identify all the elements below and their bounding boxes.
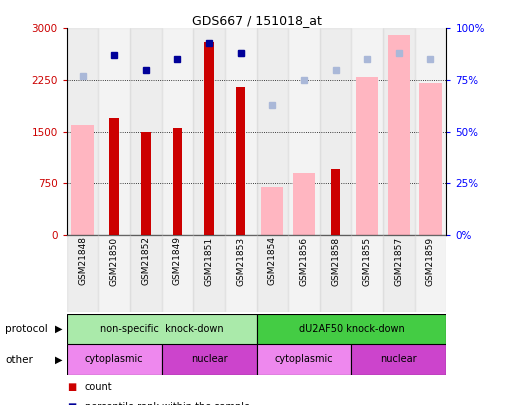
Text: nuclear: nuclear bbox=[191, 354, 227, 364]
Bar bbox=[67, 28, 98, 235]
Text: GSM21856: GSM21856 bbox=[300, 237, 308, 286]
Bar bbox=[293, 173, 315, 235]
Bar bbox=[261, 187, 283, 235]
Bar bbox=[320, 235, 351, 312]
Bar bbox=[256, 314, 446, 344]
Bar bbox=[288, 235, 320, 312]
Bar bbox=[388, 35, 410, 235]
Text: GSM21854: GSM21854 bbox=[268, 237, 277, 286]
Text: non-specific  knock-down: non-specific knock-down bbox=[100, 324, 223, 334]
Text: percentile rank within the sample: percentile rank within the sample bbox=[85, 402, 250, 405]
Bar bbox=[351, 28, 383, 235]
Text: GSM21851: GSM21851 bbox=[205, 237, 213, 286]
Bar bbox=[320, 28, 351, 235]
Bar bbox=[383, 28, 415, 235]
Bar bbox=[288, 28, 320, 235]
Text: GSM21859: GSM21859 bbox=[426, 237, 435, 286]
Text: GSM21858: GSM21858 bbox=[331, 237, 340, 286]
Bar bbox=[415, 235, 446, 312]
Text: cytoplasmic: cytoplasmic bbox=[274, 354, 333, 364]
Text: count: count bbox=[85, 382, 112, 392]
Bar bbox=[331, 169, 340, 235]
Text: ▶: ▶ bbox=[55, 324, 63, 334]
Bar bbox=[162, 28, 193, 235]
Bar bbox=[383, 235, 415, 312]
Bar bbox=[256, 344, 351, 375]
Bar bbox=[351, 235, 383, 312]
Text: dU2AF50 knock-down: dU2AF50 knock-down bbox=[299, 324, 404, 334]
Bar bbox=[67, 235, 98, 312]
Bar bbox=[225, 235, 256, 312]
Bar bbox=[415, 28, 446, 235]
Bar bbox=[130, 28, 162, 235]
Bar bbox=[236, 87, 245, 235]
Bar bbox=[98, 28, 130, 235]
Bar bbox=[193, 28, 225, 235]
Bar bbox=[98, 235, 130, 312]
Text: nuclear: nuclear bbox=[381, 354, 417, 364]
Bar bbox=[109, 118, 119, 235]
Bar bbox=[356, 77, 378, 235]
Bar bbox=[173, 128, 182, 235]
Bar bbox=[193, 235, 225, 312]
Bar bbox=[420, 83, 442, 235]
Bar bbox=[204, 42, 214, 235]
Bar bbox=[162, 235, 193, 312]
Bar bbox=[67, 344, 162, 375]
Text: ■: ■ bbox=[67, 402, 76, 405]
Title: GDS667 / 151018_at: GDS667 / 151018_at bbox=[191, 14, 322, 27]
Bar bbox=[225, 28, 256, 235]
Bar bbox=[130, 235, 162, 312]
Text: GSM21857: GSM21857 bbox=[394, 237, 403, 286]
Text: cytoplasmic: cytoplasmic bbox=[85, 354, 144, 364]
Bar bbox=[162, 344, 256, 375]
Bar bbox=[256, 235, 288, 312]
Text: ■: ■ bbox=[67, 382, 76, 392]
Bar bbox=[351, 344, 446, 375]
Text: GSM21853: GSM21853 bbox=[236, 237, 245, 286]
Bar bbox=[71, 125, 93, 235]
Text: other: other bbox=[5, 355, 33, 364]
Text: GSM21855: GSM21855 bbox=[363, 237, 372, 286]
Text: ▶: ▶ bbox=[55, 355, 63, 364]
Text: protocol: protocol bbox=[5, 324, 48, 334]
Text: GSM21849: GSM21849 bbox=[173, 237, 182, 286]
Text: GSM21848: GSM21848 bbox=[78, 237, 87, 286]
Bar bbox=[141, 132, 150, 235]
Bar bbox=[67, 314, 256, 344]
Text: GSM21850: GSM21850 bbox=[110, 237, 119, 286]
Text: GSM21852: GSM21852 bbox=[141, 237, 150, 286]
Bar bbox=[256, 28, 288, 235]
